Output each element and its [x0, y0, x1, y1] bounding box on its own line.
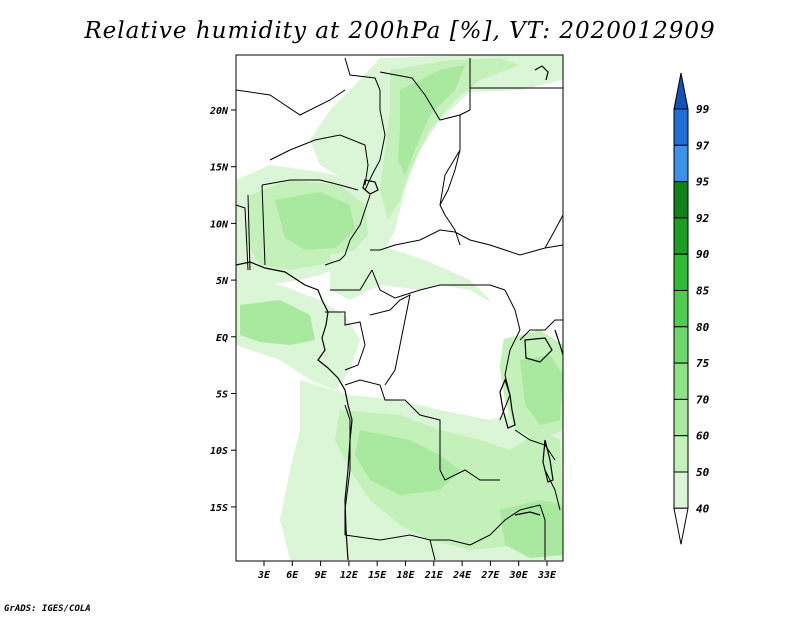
colorbar-label: 90: [696, 248, 710, 261]
border-cameroon-south: [324, 254, 373, 291]
lon-tick-label: 9E: [315, 570, 328, 581]
border-chad-car: [370, 229, 456, 251]
latitude-ticks: 20N 15N 10N 5N EQ 5S 10S 15S: [209, 106, 236, 514]
chart-title: Relative humidity at 200hPa [%], VT: 202…: [84, 18, 716, 44]
lake-chad: [362, 179, 379, 195]
lat-tick-label: 5N: [216, 276, 229, 287]
colorbar-label: 97: [696, 139, 710, 152]
colorbar-label: 80: [696, 321, 710, 334]
lon-tick-label: 6E: [286, 570, 299, 581]
lake-tanganyika: [499, 378, 516, 429]
colorbar-segment: [673, 362, 689, 400]
colorbar-label: 50: [696, 466, 710, 479]
border-mozambique: [539, 469, 561, 560]
border-chad-sudan: [439, 115, 461, 246]
coastlines: [235, 65, 564, 561]
colorbar-label: 99: [696, 103, 710, 116]
border-angola-namibia: [344, 534, 431, 541]
border-drc-angola: [344, 379, 441, 450]
border-kenya-uganda: [519, 319, 563, 341]
lon-tick-label: 18E: [396, 570, 415, 581]
shade-east-core: [520, 355, 563, 425]
shade-gulf-core: [240, 300, 315, 345]
lon-tick-label: 24E: [452, 570, 472, 581]
border-congo-drc: [369, 294, 411, 386]
country-borders: [235, 57, 564, 561]
colorbar-label: 40: [696, 502, 710, 515]
lat-tick-label: 5S: [216, 390, 228, 401]
border-gabon: [325, 311, 366, 371]
colorbar-label: 60: [696, 430, 710, 443]
coast-angola: [344, 404, 353, 561]
colorbar: 40 50 60 70 75 80 85 90 92 95 97 99: [673, 72, 710, 545]
lake-kariba: [514, 511, 541, 516]
border-sudan-west: [439, 149, 461, 206]
humidity-shading: [236, 55, 563, 560]
colorbar-segment: [673, 290, 689, 328]
colorbar-label: 95: [696, 176, 710, 189]
shade-sahara-streak: [398, 65, 465, 175]
lon-tick-label: 30E: [509, 570, 529, 581]
lon-tick-label: 12E: [340, 570, 359, 581]
border-ethiopia: [544, 214, 564, 249]
colorbar-segment: [673, 398, 689, 437]
nile-delta: [534, 65, 549, 81]
colorbar-label: 75: [696, 357, 710, 370]
border-car-congo: [371, 269, 506, 299]
colorbar-segment: [673, 144, 689, 183]
border-namibia-botswana: [429, 539, 471, 561]
shade-nigeria-core: [275, 192, 355, 250]
colorbar-top-arrow: [673, 72, 689, 110]
lon-tick-label: 15E: [368, 570, 387, 581]
lon-tick-label: 27E: [480, 570, 500, 581]
lon-tick-label: 33E: [537, 570, 557, 581]
border-nigeria-north: [261, 179, 359, 191]
colorbar-segment: [673, 181, 689, 219]
lake-victoria: [524, 337, 553, 363]
lat-tick-label: 10S: [210, 446, 228, 457]
coast-east: [554, 329, 564, 356]
border-benin: [247, 184, 266, 271]
longitude-ticks: 3E 6E 9E 12E 15E 18E 21E 24E 27E 30E 33E: [257, 561, 557, 581]
lon-tick-label: 3E: [257, 570, 271, 581]
shade-south-inner: [355, 430, 460, 495]
colorbar-bottom-arrow: [673, 507, 689, 545]
map-frame: [235, 54, 564, 562]
border-zambia-zimbabwe: [469, 504, 541, 546]
colorbar-segment: [673, 108, 689, 146]
colorbar-label: 92: [696, 212, 710, 225]
lake-malawi: [542, 439, 554, 483]
lat-tick-label: 10N: [210, 219, 229, 230]
border-libya-sudan: [379, 71, 471, 121]
grads-credit: GrADS: IGES/COLA: [4, 604, 91, 614]
colorbar-segment: [673, 326, 689, 364]
border-niger: [269, 134, 369, 186]
shade-congo-dry: [395, 285, 505, 410]
border-algeria-libya: [344, 57, 386, 191]
colorbar-segment: [673, 217, 689, 255]
colorbar-segment: [673, 253, 689, 291]
border-angola-zambia: [439, 450, 500, 481]
colorbar-label: 85: [696, 285, 710, 298]
border-tanzania: [514, 429, 556, 461]
border-sudan-south: [454, 231, 564, 256]
border-angola-west: [344, 404, 351, 535]
shade-sahara-north: [310, 55, 563, 250]
colorbar-segment: [673, 471, 689, 509]
border-nigeria-cam: [344, 194, 371, 256]
border-ghana: [235, 204, 249, 271]
colorbar-label: 70: [696, 393, 710, 406]
lat-tick-label: 20N: [209, 106, 229, 117]
colorbar-segment: [673, 435, 689, 473]
lat-tick-label: 15N: [210, 163, 229, 174]
lon-tick-label: 21E: [424, 570, 444, 581]
shade-atlantic-dry: [236, 360, 300, 560]
coast-gulf-guinea: [235, 261, 349, 406]
lat-tick-label: EQ: [216, 333, 228, 344]
lat-tick-label: 15S: [210, 503, 228, 514]
border-mali-algeria: [235, 89, 346, 116]
